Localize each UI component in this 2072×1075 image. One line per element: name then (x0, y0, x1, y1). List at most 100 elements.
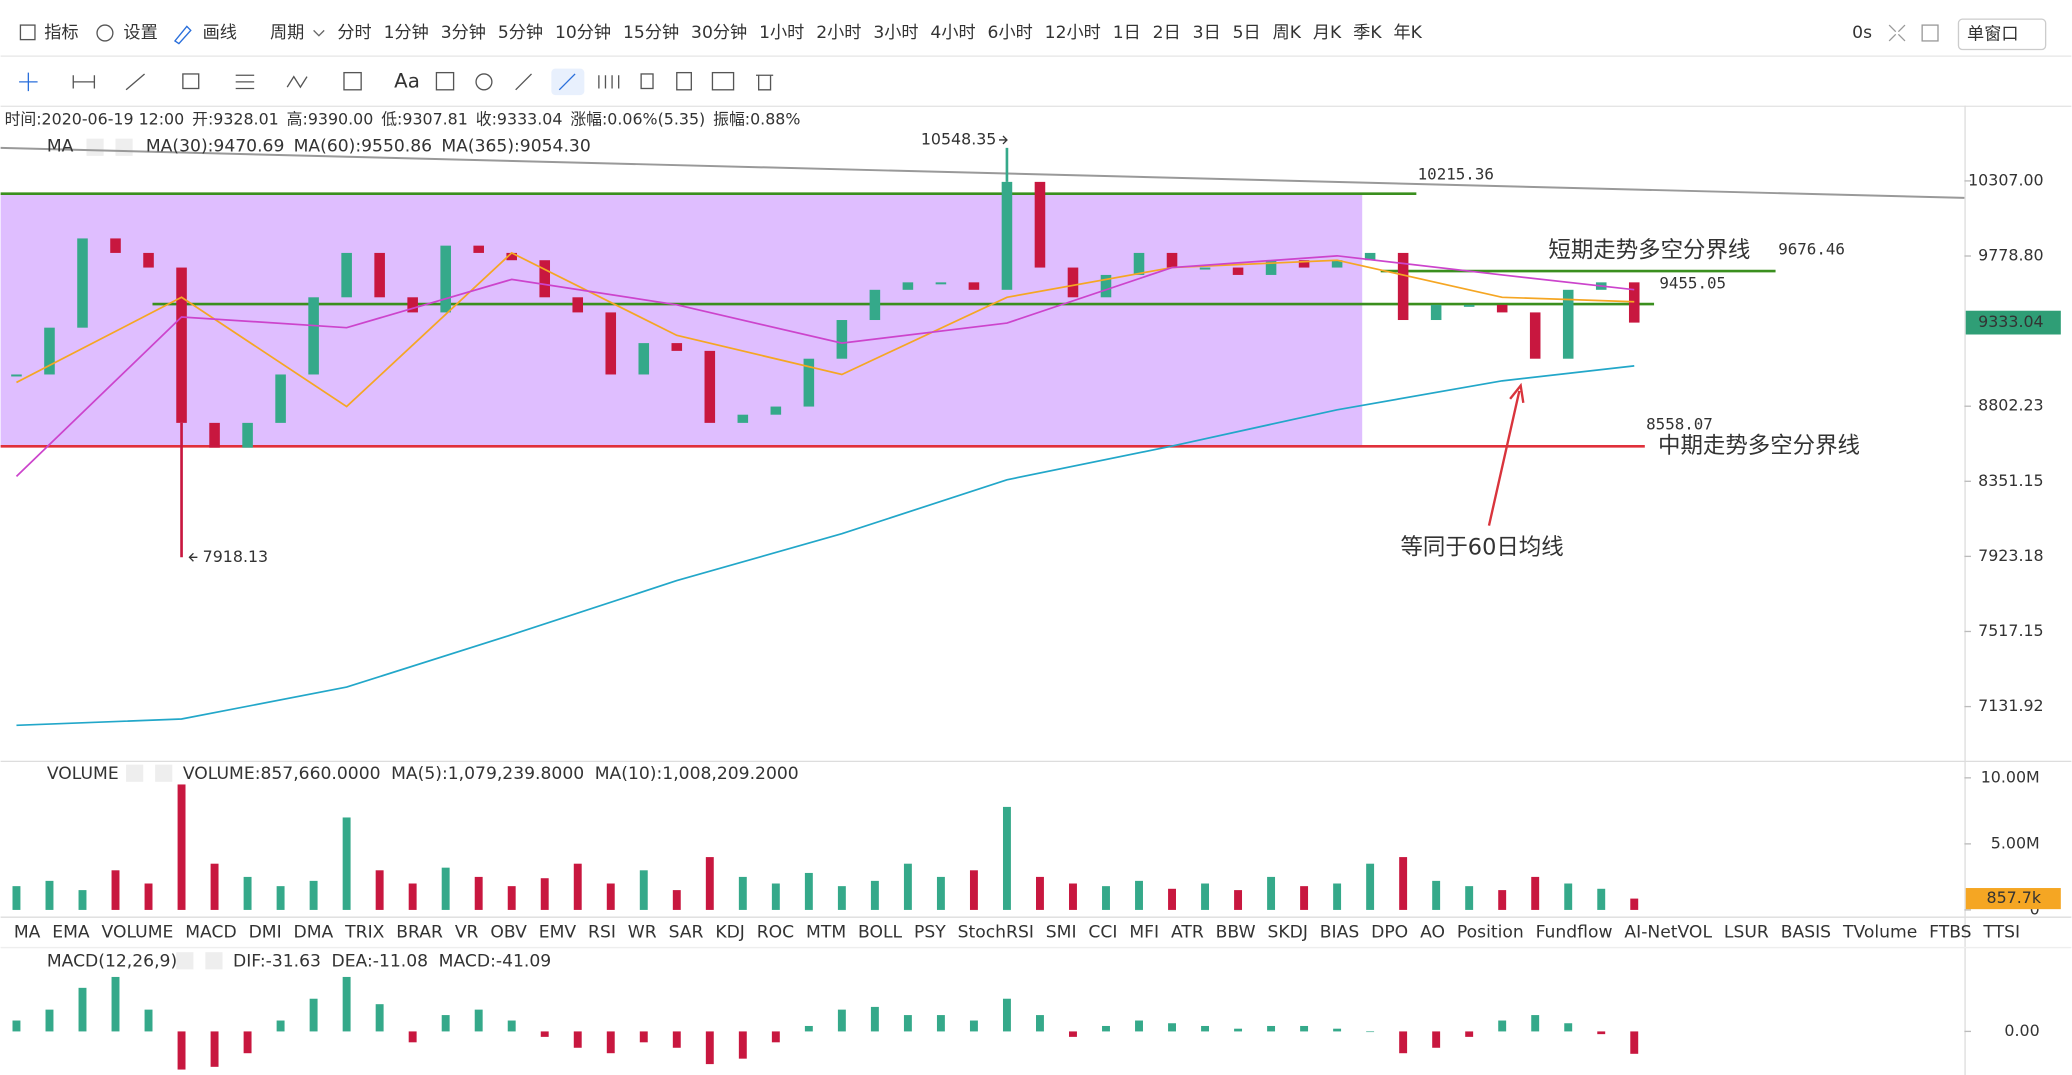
bar (771, 883, 780, 910)
indicator-tab[interactable]: StochRSI (958, 922, 1034, 942)
line-tool[interactable] (125, 73, 145, 91)
indicator-tab[interactable]: Fundflow (1536, 922, 1613, 942)
period-button[interactable]: 分时 (337, 23, 371, 43)
measure-tool[interactable] (343, 71, 362, 91)
icon[interactable] (155, 764, 173, 782)
pattern-tool[interactable] (475, 73, 493, 91)
window-button[interactable] (1957, 18, 2047, 51)
arrow (188, 552, 198, 562)
indicator-tab[interactable]: SMI (1046, 922, 1077, 942)
icon[interactable] (176, 952, 194, 970)
indicator-tab[interactable]: TTSI (1982, 922, 2020, 942)
pen-tool[interactable] (558, 73, 576, 91)
period-button[interactable]: 2小时 (816, 23, 861, 43)
wave-tool[interactable] (286, 75, 308, 89)
indicator-tab[interactable]: ROC (757, 922, 794, 942)
indicator-tab[interactable]: LSUR (1724, 922, 1769, 942)
indicator-tab[interactable]: BOLL (858, 922, 903, 942)
settings-tool[interactable] (711, 71, 735, 91)
indicator-tab[interactable]: MACD (185, 922, 236, 942)
period-label[interactable]: 周期 (270, 23, 304, 43)
period-button[interactable]: 周K (1273, 23, 1302, 43)
indicator-tab[interactable]: AI-NetVOL (1624, 922, 1712, 942)
indicator-tab[interactable]: AO (1420, 922, 1445, 942)
indicator-tab[interactable]: Position (1457, 922, 1524, 942)
ruler-tool[interactable] (515, 73, 532, 91)
period-button[interactable]: 5分钟 (498, 23, 543, 43)
candle-body (935, 282, 947, 285)
period-button[interactable]: 1日 (1113, 23, 1141, 43)
grid-tool[interactable] (598, 75, 620, 89)
lock-tool[interactable] (640, 73, 654, 90)
rect-tool[interactable] (182, 73, 200, 90)
ma-line (16, 365, 1635, 727)
hline-tool[interactable] (72, 75, 96, 89)
period-button[interactable]: 6小时 (988, 23, 1033, 43)
candle-body (275, 374, 286, 423)
bar (540, 878, 549, 910)
indicator-tab[interactable]: MTM (806, 922, 846, 942)
indicator-tab[interactable]: BBW (1216, 922, 1256, 942)
window-label[interactable]: 单窗口 (1967, 24, 2018, 44)
parallel-tool[interactable] (235, 74, 255, 90)
period-button[interactable]: 3分钟 (441, 23, 486, 43)
icon[interactable] (96, 24, 114, 42)
indicator-tab[interactable]: DMI (249, 922, 282, 942)
period-button[interactable]: 30分钟 (691, 23, 747, 43)
icon[interactable] (86, 138, 104, 156)
indicator-tab[interactable]: RSI (588, 922, 616, 942)
icon[interactable] (205, 952, 223, 970)
indicator-tab[interactable]: DPO (1371, 922, 1408, 942)
indicator-tab[interactable]: WR (628, 922, 657, 942)
candle-body (341, 252, 352, 298)
indicator-tab[interactable]: CCI (1088, 922, 1117, 942)
indicator-tab[interactable]: SKDJ (1267, 922, 1307, 942)
icon[interactable] (1888, 24, 1906, 42)
period-button[interactable]: 1分钟 (384, 23, 429, 43)
period-button[interactable]: 1小时 (759, 23, 804, 43)
period-button[interactable]: 年K (1394, 23, 1423, 43)
indicator-tab[interactable]: KDJ (715, 922, 745, 942)
indicator-tab[interactable]: BRAR (396, 922, 443, 942)
toolbar-button[interactable]: 设置 (123, 23, 157, 43)
crosshair-tool[interactable] (19, 72, 38, 92)
icon[interactable] (1921, 24, 1939, 42)
icon[interactable] (126, 764, 144, 782)
indicator-tab[interactable]: FTBS (1929, 922, 1971, 942)
indicator-tab[interactable]: MFI (1129, 922, 1159, 942)
indicator-tab[interactable]: TRIX (344, 922, 384, 942)
icon[interactable] (173, 25, 192, 45)
indicator-tab[interactable]: VOLUME (102, 922, 174, 942)
period-button[interactable]: 2日 (1153, 23, 1181, 43)
period-button[interactable]: 4小时 (930, 23, 975, 43)
indicator-tab[interactable]: BIAS (1320, 922, 1359, 942)
copy-tool[interactable] (676, 71, 692, 91)
toolbar-button[interactable]: 画线 (203, 23, 237, 43)
indicator-tab[interactable]: BASIS (1781, 922, 1831, 942)
period-button[interactable]: 10分钟 (555, 23, 611, 43)
period-button[interactable]: 3日 (1193, 23, 1221, 43)
delete-tool[interactable] (756, 74, 774, 91)
indicator-tab[interactable]: ATR (1171, 922, 1204, 942)
indicator-tab[interactable]: TVolume (1842, 922, 1917, 942)
period-button[interactable]: 季K (1353, 23, 1382, 43)
period-button[interactable]: 12小时 (1045, 23, 1101, 43)
toolbar-button[interactable]: 指标 (44, 23, 78, 43)
period-button[interactable]: 3小时 (873, 23, 918, 43)
indicator-tab[interactable]: PSY (914, 922, 946, 942)
indicator-tab[interactable]: VR (455, 922, 479, 942)
icon[interactable] (115, 138, 133, 156)
indicator-tab[interactable]: EMA (52, 922, 90, 942)
indicator-tab[interactable]: OBV (490, 922, 527, 942)
candle-body (1397, 252, 1409, 321)
fib-tool[interactable] (435, 71, 455, 91)
indicator-tab[interactable]: EMV (539, 922, 577, 942)
period-button[interactable]: 15分钟 (623, 23, 679, 43)
indicator-tab[interactable]: MA (14, 922, 41, 942)
period-button[interactable]: 5日 (1233, 23, 1261, 43)
period-button[interactable]: 月K (1313, 23, 1342, 43)
indicator-tab[interactable]: DMA (294, 922, 334, 942)
icon[interactable] (19, 24, 36, 41)
text-tool[interactable]: Aa (394, 69, 420, 92)
indicator-tab[interactable]: SAR (669, 922, 704, 942)
